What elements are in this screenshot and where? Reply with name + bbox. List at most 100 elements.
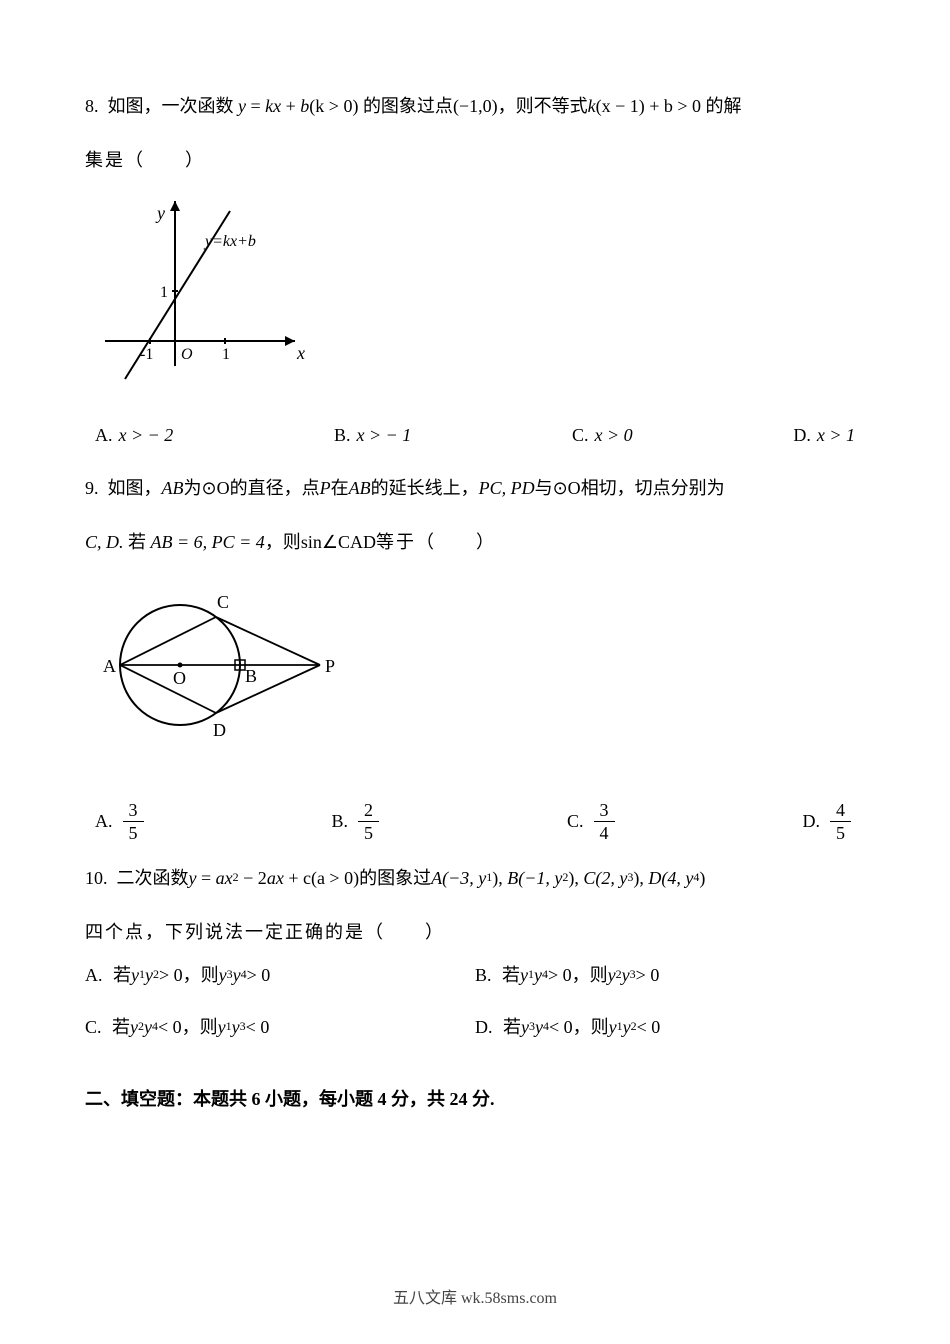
q10-opt-c: C. 若 y2y4 < 0 ，则 y1y3 < 0 (85, 1011, 475, 1043)
q10-plusc: + c (284, 862, 311, 894)
q9-line1: 9. 如图， AB 为 ⊙O 的直径，点 P 在 AB 的延长线上， PC, P… (85, 472, 865, 504)
mid: ，则 (573, 1011, 609, 1043)
label-a: A (103, 656, 116, 676)
y-arrow-icon (170, 201, 180, 211)
x-label: x (296, 343, 305, 363)
end: ), (633, 862, 648, 894)
q8-suffix: 的解 (706, 90, 742, 122)
end: ), (492, 862, 507, 894)
q10-ax: ax (267, 862, 284, 894)
q9-opt-c: C. 3 4 (567, 801, 619, 842)
y: y (219, 959, 227, 991)
q10-C: C(2, y (583, 862, 627, 894)
q10-D: D(4, y (648, 862, 693, 894)
q8-line2: 集是（ ） (85, 144, 865, 176)
q8-expr2-rest: + b > 0 (645, 90, 701, 122)
y1-label: 1 (160, 284, 168, 301)
q8-text2: 的图象过点 (363, 90, 453, 122)
neg1-label: -1 (140, 346, 153, 363)
q10-opt-b: B. 若 y1y4 > 0 ，则 y2y3 > 0 (475, 959, 865, 991)
end: ) (699, 862, 705, 894)
q9-ze: ，则 (265, 526, 301, 558)
q8-expr-cond: (k > 0) (309, 90, 358, 122)
y: y (218, 1011, 226, 1043)
q8-options: A. x > − 2 B. x > − 1 C. x > 0 D. x > 1 (95, 419, 855, 451)
opt-label: A. (85, 959, 103, 991)
q10-B: B(−1, y (507, 862, 562, 894)
label-o: O (173, 668, 186, 688)
q9-svg: A B C D O P (95, 580, 355, 750)
pre: 若 (113, 959, 131, 991)
cmp: > 0 (247, 959, 271, 991)
cmp: < 0 (637, 1011, 661, 1043)
q9-sin: sin∠CAD (301, 526, 376, 558)
numerator: 2 (358, 801, 379, 822)
q8-expr-plus: + (281, 90, 300, 122)
q10-options: A. 若 y1y2 > 0 ，则 y3y4 > 0 B. 若 y1y4 > 0 … (85, 959, 865, 1064)
q8-text3: ，则不等式 (498, 90, 588, 122)
q9-prefix: 如图， (108, 472, 162, 504)
q8-svg: y x y=kx+b -1 O 1 1 (95, 191, 325, 391)
opt-text: x > − 1 (357, 419, 412, 451)
opt-label: A. (95, 805, 113, 837)
pre: 若 (112, 1011, 130, 1043)
opt-text: x > 0 (595, 419, 633, 451)
q10-opt-a: A. 若 y1y2 > 0 ，则 y3y4 > 0 (85, 959, 475, 991)
y: y (521, 1011, 529, 1043)
cmp: > 0 (548, 959, 572, 991)
mid: ，则 (182, 1011, 218, 1043)
page-footer: 五八文库 wk.58sms.com (0, 1285, 950, 1314)
y: y (534, 959, 542, 991)
q8-choice-blank: 集是（ ） (85, 144, 205, 176)
q9-p: P (320, 472, 331, 504)
q10-number: 10. (85, 862, 108, 894)
q10-line2: 四个点，下列说法一定正确的是（ ） (85, 916, 865, 948)
q9-circ1: ⊙O (202, 472, 230, 504)
q10-opt-d: D. 若 y3y4 < 0 ，则 y1y2 < 0 (475, 1011, 865, 1043)
denominator: 5 (358, 822, 379, 842)
fraction: 2 5 (358, 801, 379, 842)
label-b: B (245, 666, 257, 686)
pd-line (216, 665, 320, 713)
q10-eq: = (197, 862, 216, 894)
q9-t4: 的延长线上， (371, 472, 479, 504)
opt-label: C. (567, 805, 584, 837)
q9-cond: AB = 6, PC = 4 (151, 526, 265, 558)
opt-label: B. (331, 805, 348, 837)
page: 8. 如图，一次函数 y = kx + b (k > 0) 的图象过点 (−1,… (0, 0, 950, 1344)
cmp: > 0 (159, 959, 183, 991)
opt-label: C. (85, 1011, 102, 1043)
fraction: 3 4 (594, 801, 615, 842)
y: y (623, 1011, 631, 1043)
q8-opt-b: B. x > − 1 (334, 419, 411, 451)
q9-number: 9. (85, 472, 99, 504)
q8-point: (−1,0) (453, 90, 498, 122)
q8-expr2-paren: (x − 1) (596, 90, 645, 122)
y: y (144, 1011, 152, 1043)
q8-expr-b: b (300, 90, 309, 122)
q9-opt-d: D. 4 5 (802, 801, 855, 842)
q10-y: y (189, 862, 197, 894)
q9-t5: 与 (535, 472, 553, 504)
q9-ab: AB (162, 472, 184, 504)
pre: 若 (503, 1011, 521, 1043)
mid: ，则 (572, 959, 608, 991)
pc-line (216, 617, 320, 665)
fraction: 4 5 (830, 801, 851, 842)
denominator: 5 (830, 822, 851, 842)
y: y (233, 959, 241, 991)
y: y (535, 1011, 543, 1043)
y: y (520, 959, 528, 991)
q9-diagram: A B C D O P (95, 580, 865, 760)
ac-line (120, 617, 216, 665)
y-label: y (155, 203, 165, 223)
opt-text: x > − 2 (119, 419, 174, 451)
q10-minus: − 2 (239, 862, 267, 894)
denominator: 4 (594, 822, 615, 842)
q9-end: 等于（ ） (376, 526, 496, 558)
q9-line2: C, D. 若 AB = 6, PC = 4 ，则 sin∠CAD 等于（ ） (85, 526, 865, 558)
q8-opt-c: C. x > 0 (572, 419, 633, 451)
cmp: > 0 (636, 959, 660, 991)
q8-opt-a: A. x > − 2 (95, 419, 173, 451)
pre: 若 (502, 959, 520, 991)
